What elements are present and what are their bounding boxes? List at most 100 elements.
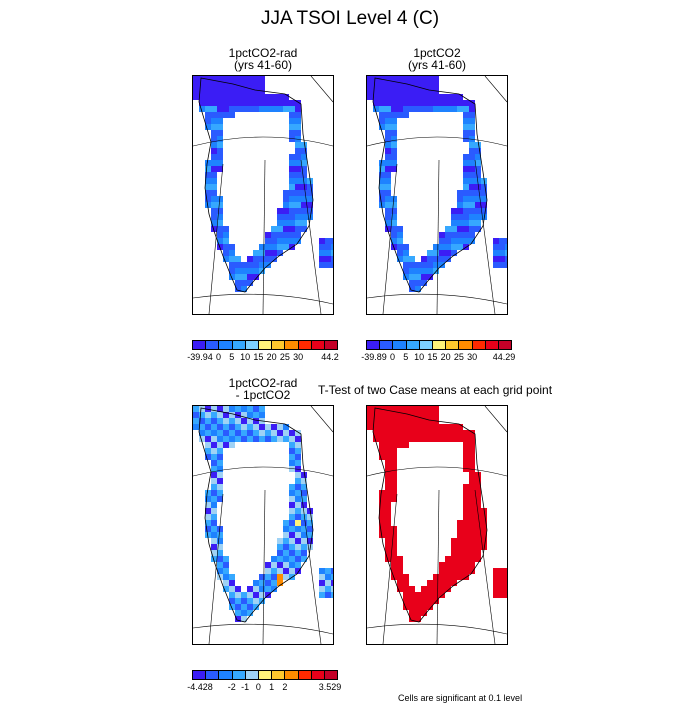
grid-cell	[469, 190, 475, 196]
grid-cell	[391, 214, 397, 220]
grid-cell	[223, 256, 229, 262]
grid-cell	[415, 610, 421, 616]
grid-cell	[235, 280, 241, 286]
grid-cell	[493, 568, 499, 574]
grid-cell	[415, 76, 421, 82]
grid-cell	[391, 448, 397, 454]
grid-cell	[493, 586, 499, 592]
grid-cell	[385, 430, 391, 436]
grid-cell	[295, 208, 301, 214]
grid-cell	[217, 418, 223, 424]
grid-cell	[403, 586, 409, 592]
grid-cell	[505, 256, 507, 262]
grid-cell	[253, 88, 259, 94]
grid-cell	[409, 592, 415, 598]
grid-cell	[493, 244, 499, 250]
grid-cell	[397, 106, 403, 112]
grid-cell	[217, 424, 223, 430]
grid-cell	[211, 430, 217, 436]
grid-cell	[211, 88, 217, 94]
grid-cell	[457, 520, 463, 526]
grid-cell	[385, 466, 391, 472]
colorbar-tick-label: 30	[467, 352, 478, 362]
colorbar-tick-label: 0	[390, 352, 396, 362]
grid-cell	[385, 460, 391, 466]
grid-cell	[457, 190, 463, 196]
grid-cell	[199, 76, 205, 82]
grid-cell	[235, 592, 241, 598]
grid-cell	[205, 448, 211, 454]
grid-cell	[385, 412, 391, 418]
grid-cell	[283, 550, 289, 556]
grid-cell	[469, 118, 475, 124]
grid-cell	[301, 202, 307, 208]
grid-cell	[505, 586, 507, 592]
grid-cell	[469, 220, 475, 226]
grid-cell	[235, 598, 241, 604]
grid-cell	[397, 88, 403, 94]
grid-cell	[439, 100, 445, 106]
grid-cell	[469, 166, 475, 172]
grid-cell	[445, 226, 451, 232]
grid-cell	[211, 106, 217, 112]
grid-cell	[277, 562, 283, 568]
colorbar-swatch	[219, 671, 233, 679]
grid-cell	[469, 544, 475, 550]
grid-cell	[463, 460, 469, 466]
grid-cell	[217, 538, 223, 544]
grid-cell	[253, 424, 259, 430]
grid-cell	[391, 412, 397, 418]
map-panel-1pct	[366, 75, 508, 315]
grid-cell	[211, 148, 217, 154]
grid-cell	[211, 436, 217, 442]
grid-cell	[379, 112, 385, 118]
colorbar-swatch	[219, 341, 233, 349]
grid-cell	[373, 424, 379, 430]
grid-cell	[235, 100, 241, 106]
grid-cell	[433, 406, 439, 412]
grid-cell	[283, 562, 289, 568]
colorbar-2-labels: -39.89 0 5 10 15 20 25 30 44.29	[361, 352, 515, 364]
colorbar-swatch	[206, 671, 220, 679]
grid-cell	[421, 94, 427, 100]
grid-cell	[409, 256, 415, 262]
grid-cell	[391, 154, 397, 160]
grid-cell	[253, 430, 259, 436]
colorbar-3-swatches	[192, 670, 338, 680]
grid-cell	[475, 190, 481, 196]
grid-cell	[289, 550, 295, 556]
grid-cell	[259, 406, 265, 412]
grid-cell	[241, 412, 247, 418]
grid-cell	[457, 196, 463, 202]
grid-cell	[415, 436, 421, 442]
grid-cell	[241, 286, 247, 292]
colorbar-swatch	[272, 671, 286, 679]
grid-cell	[295, 448, 301, 454]
grid-cell	[451, 568, 457, 574]
panel-2-title-line1: 1pctCO2	[413, 46, 461, 60]
grid-cell	[211, 490, 217, 496]
grid-cell	[475, 514, 481, 520]
grid-cell	[499, 250, 505, 256]
grid-cell	[247, 256, 253, 262]
colorbar-3: -4.428 -2 -1 0 1 2 3.529	[187, 670, 341, 694]
grid-cell	[283, 532, 289, 538]
grid-cell	[223, 100, 229, 106]
grid-cell	[391, 544, 397, 550]
grid-cell	[499, 574, 505, 580]
grid-cell	[385, 184, 391, 190]
grid-cell	[469, 550, 475, 556]
grid-cell	[331, 238, 333, 244]
colorbar-swatch	[285, 671, 299, 679]
grid-cell	[217, 442, 223, 448]
grid-cell	[475, 184, 481, 190]
grid-cell	[229, 592, 235, 598]
colorbar-tick-label: -39.94	[187, 352, 213, 362]
grid-cell	[289, 430, 295, 436]
grid-cell	[379, 442, 385, 448]
grid-cell	[391, 88, 397, 94]
panel-2-title: 1pctCO2 (yrs 41-60)	[366, 47, 508, 71]
grid-cell	[421, 268, 427, 274]
grid-cell	[463, 154, 469, 160]
grid-cell	[403, 592, 409, 598]
